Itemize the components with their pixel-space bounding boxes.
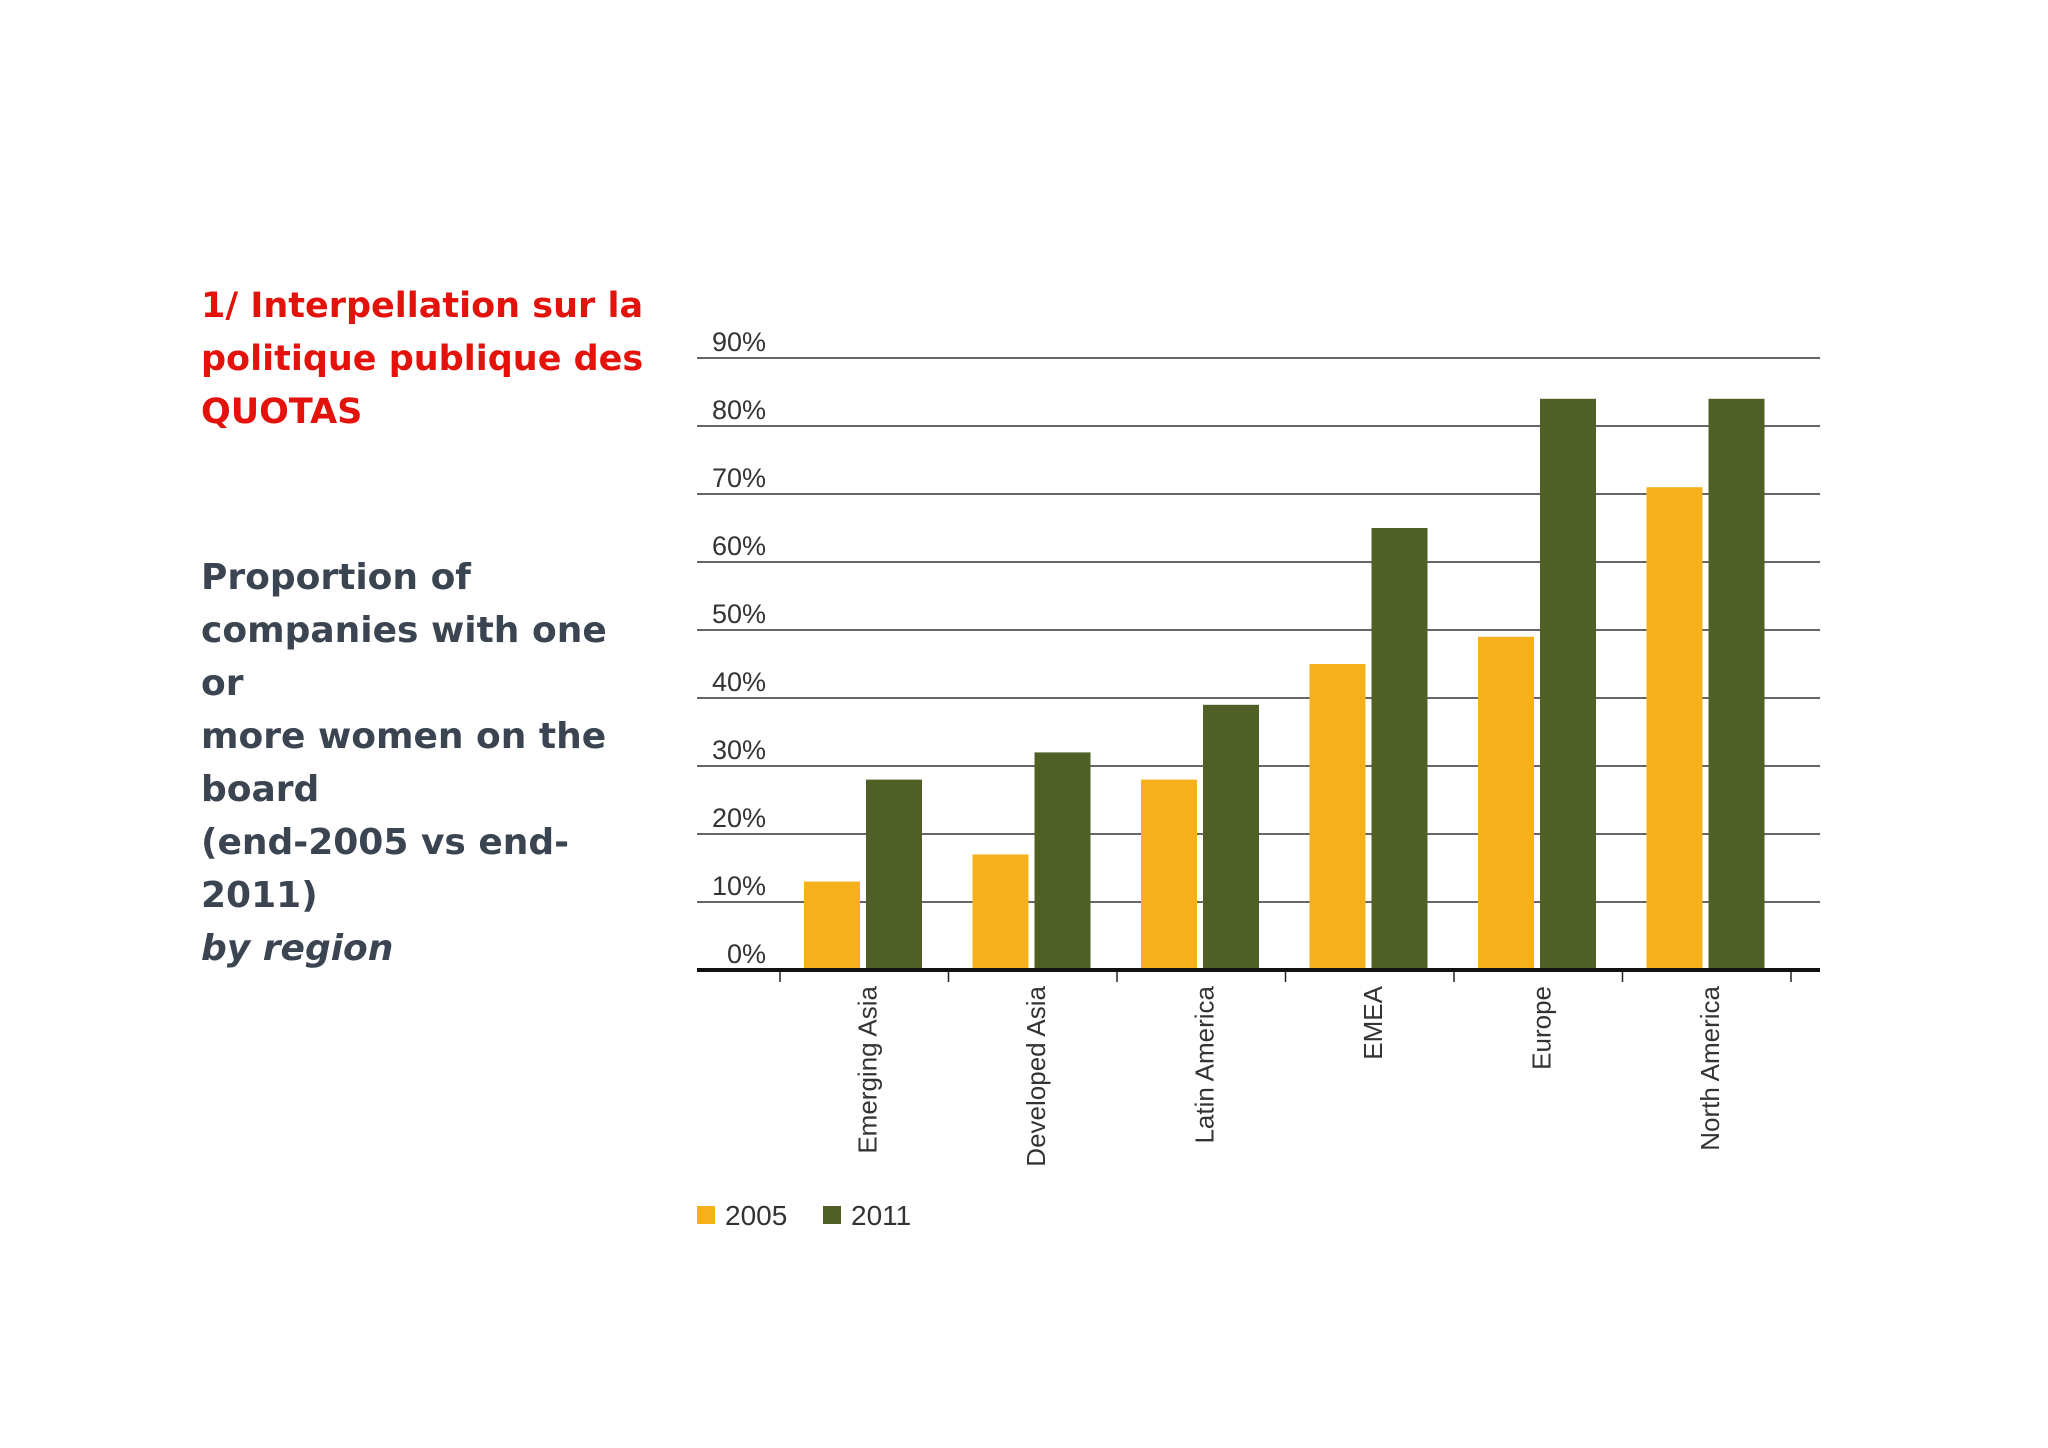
bar-2005	[972, 854, 1029, 970]
bar-2011	[1034, 752, 1091, 970]
description-line: (end-2005 vs end-2011)	[201, 822, 570, 916]
y-tick-label: 20%	[712, 803, 766, 833]
heading-line: 1/ Interpellation sur la	[201, 286, 644, 326]
description-line: companies with one or	[201, 610, 607, 704]
bar-2005	[1478, 636, 1534, 970]
description-line: more women on the	[201, 716, 607, 757]
x-tick-label: Europe	[1526, 986, 1556, 1070]
bar-2011	[866, 779, 922, 970]
y-tick-label: 60%	[712, 531, 766, 561]
legend-label: 2011	[851, 1200, 911, 1231]
x-tick-label: EMEA	[1358, 985, 1388, 1059]
description-line: Proportion of	[201, 557, 471, 598]
bar-2005	[1309, 664, 1366, 970]
bar-2011	[1371, 528, 1428, 970]
y-tick-label: 90%	[712, 327, 766, 357]
bar-2005	[1646, 487, 1703, 970]
legend-label: 2005	[725, 1200, 787, 1231]
bar-2011	[1708, 398, 1765, 970]
y-tick-label: 50%	[712, 599, 766, 629]
heading-line: QUOTAS	[201, 392, 363, 432]
description-italic-line: by region	[201, 928, 394, 969]
chart-description: Proportion of companies with one or more…	[201, 551, 661, 975]
y-tick-label: 30%	[712, 735, 766, 765]
legend-swatch-2011	[823, 1206, 841, 1224]
y-tick-label: 70%	[712, 463, 766, 493]
bar-2011	[1540, 398, 1596, 970]
description-line: board	[201, 769, 320, 810]
legend-swatch-2005	[697, 1206, 715, 1224]
text-panel: 1/ Interpellation sur la politique publi…	[201, 280, 661, 975]
y-tick-label: 80%	[712, 395, 766, 425]
bar-2005	[1141, 779, 1197, 970]
y-tick-label: 0%	[727, 939, 766, 969]
y-tick-label: 40%	[712, 667, 766, 697]
x-tick-label: Emerging Asia	[852, 985, 882, 1153]
bar-2011	[1203, 704, 1259, 970]
x-tick-label: Latin America	[1189, 985, 1219, 1143]
x-tick-label: North America	[1695, 985, 1725, 1150]
slide-heading: 1/ Interpellation sur la politique publi…	[201, 280, 661, 439]
bar-2005	[804, 881, 860, 970]
heading-line: politique publique des	[201, 339, 644, 379]
x-tick-label: Developed Asia	[1021, 985, 1051, 1166]
y-tick-label: 10%	[712, 871, 766, 901]
